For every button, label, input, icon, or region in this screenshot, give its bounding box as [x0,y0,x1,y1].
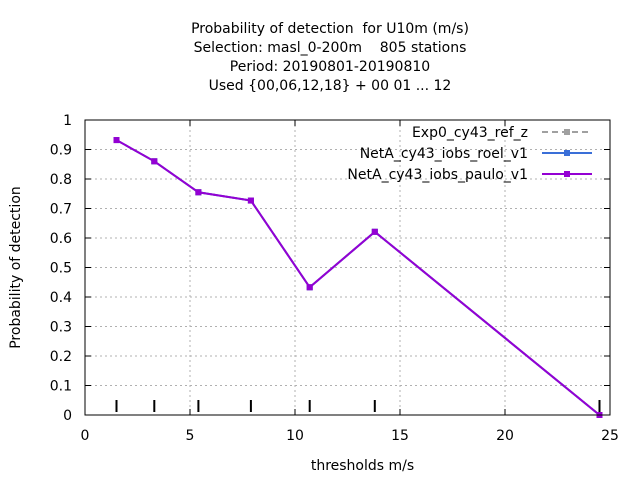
x-tick-label: 15 [391,428,409,444]
data-point [113,137,120,144]
y-tick-label: 0.8 [50,172,72,188]
plot-frame [84,119,611,416]
legend-marker [564,171,570,177]
data-point [306,284,313,291]
title-line-2: Selection: masl_0-200m 805 stations [193,40,467,56]
grid-lines [85,120,610,415]
y-tick-label: 0.7 [50,202,72,218]
x-tick-label: 20 [496,428,514,444]
legend-label: NetA_cy43_iobs_paulo_v1 [347,167,528,183]
y-axis-label: Probability of detection [8,186,24,349]
y-tick-label: 0 [63,408,72,424]
legend-marker [564,129,570,135]
data-point [195,189,202,196]
legend-label: NetA_cy43_iobs_roel_v1 [360,146,528,162]
title-line-4: Used {00,06,12,18} + 00 01 ... 12 [208,78,452,94]
x-tick-label: 0 [81,428,90,444]
y-tick-label: 0.5 [50,261,72,277]
y-tick-label: 0.3 [50,320,72,336]
y-tick-label: 0.1 [50,379,72,395]
data-point [151,158,158,165]
y-tick-label: 0.9 [50,143,72,159]
title-line-3: Period: 20190801-20190810 [229,59,431,75]
x-tick-label: 10 [286,428,304,444]
title-line-1: Probability of detection for U10m (m/s) [191,21,469,37]
axis-ticks: 00.10.20.30.40.50.60.70.80.910 5 10 15 20 25 [50,113,619,444]
y-tick-label: 0.2 [50,349,72,365]
data-point [371,228,378,235]
x-tick-label: 5 [186,428,195,444]
x-tick-label: 25 [601,428,619,444]
legend-label: Exp0_cy43_ref_z [412,125,528,141]
y-tick-label: 0.4 [50,290,72,306]
legend: Exp0_cy43_ref_z NetA_cy43_iobs_roel_v1 Net… [347,125,592,183]
legend-marker [564,150,570,156]
data-point [247,197,254,204]
chart-title: Probability of detection for U10m (m/s) … [0,20,640,96]
series-layer [113,137,603,418]
y-tick-label: 1 [63,113,72,129]
y-tick-label: 0.6 [50,231,72,247]
x-axis-label: thresholds m/s [311,458,414,474]
threshold-marks [115,400,601,412]
